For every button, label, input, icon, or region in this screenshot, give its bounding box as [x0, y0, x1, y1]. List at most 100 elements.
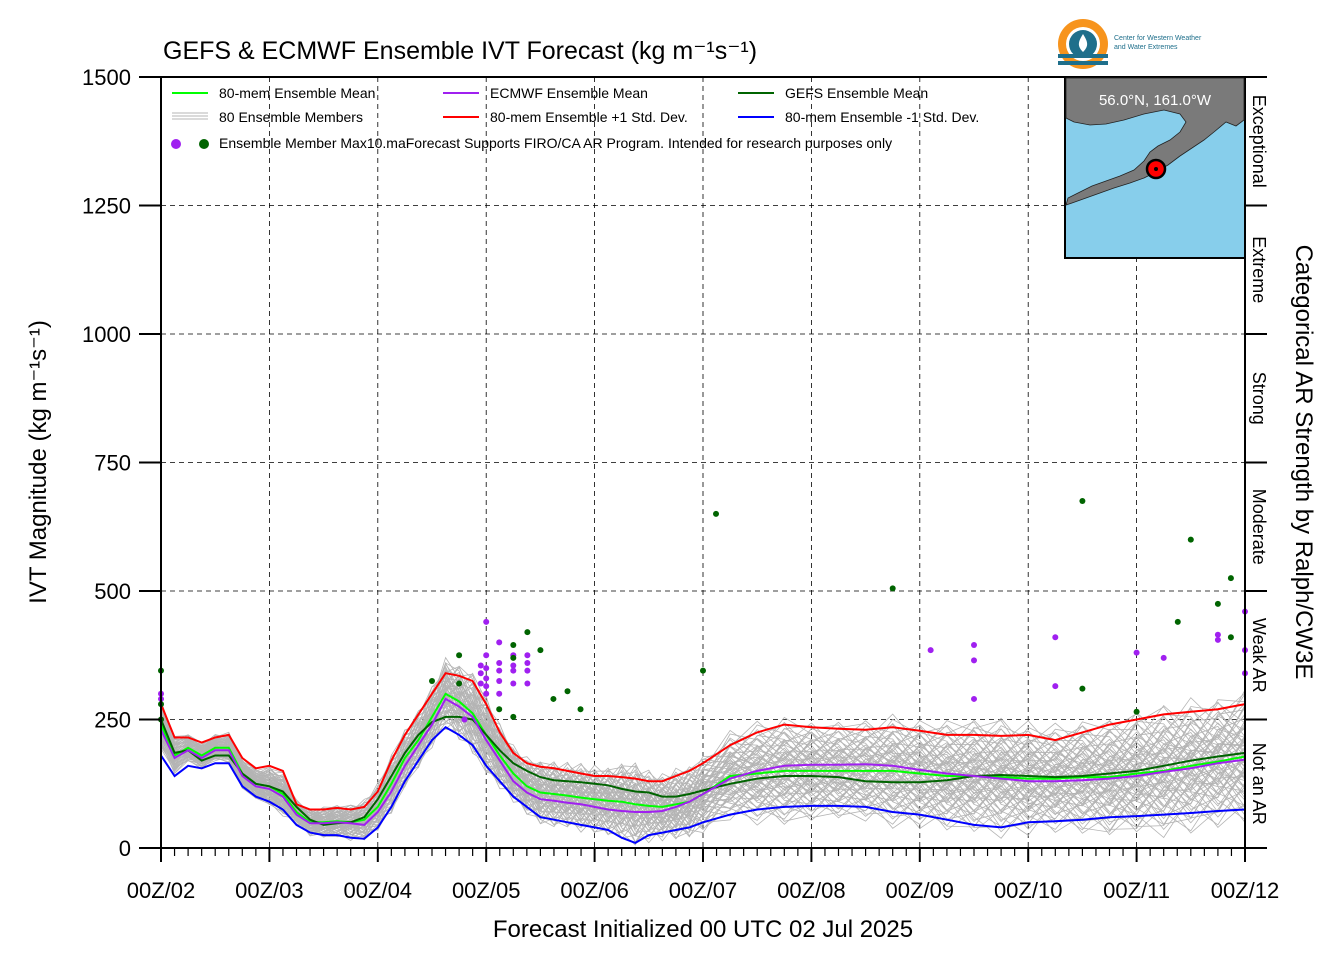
x-axis-label: Forecast Initialized 00 UTC 02 Jul 2025	[493, 916, 913, 943]
legend-label-members: 80 Ensemble Members	[219, 109, 363, 125]
gefs-max-point	[713, 510, 720, 517]
y-tick-label: 250	[94, 708, 131, 733]
y-tick-label: 1000	[82, 322, 131, 347]
ecmwf-max-point	[510, 680, 517, 687]
gefs-max-point	[456, 652, 463, 659]
cw3e-logo: Center for Western Weather and Water Ext…	[1058, 19, 1202, 69]
category-label: Extreme	[1249, 236, 1269, 303]
ecmwf-max-point	[477, 662, 484, 669]
y-tick-label: 1500	[82, 65, 131, 90]
series-line-minus_std	[160, 725, 1246, 845]
ecmwf-max-point	[483, 618, 490, 625]
ecmwf-max-point	[483, 675, 490, 682]
ecmwf-max-point	[971, 657, 977, 664]
ecmwf-max-point	[1052, 634, 1059, 641]
x-tick-label: 00Z/10	[994, 878, 1063, 903]
x-tick-label: 00Z/07	[669, 878, 738, 903]
gefs-max-point	[537, 647, 544, 654]
ecmwf-max-point	[483, 652, 490, 659]
inset-map-land	[1065, 77, 1245, 206]
legend-swatch-ecmwf-max	[171, 139, 181, 149]
legend-label-minus-std: 80-mem Ensemble -1 Std. Dev.	[785, 109, 979, 125]
x-tick-label: 00Z/06	[560, 878, 629, 903]
x-tick-label: 00Z/09	[886, 878, 955, 903]
ecmwf-max-point	[483, 690, 490, 697]
ecmwf-max-point	[524, 667, 531, 674]
gefs-max-point	[564, 688, 571, 695]
legend-label-plus-std: 80-mem Ensemble +1 Std. Dev.	[490, 109, 688, 125]
y-tick-label: 0	[119, 836, 131, 861]
logo-text-line-1: Center for Western Weather	[1114, 35, 1202, 42]
gefs-max-point	[1227, 634, 1234, 641]
ecmwf-max-point	[477, 680, 484, 687]
ensemble-member-line	[160, 662, 1246, 819]
gefs-max-point	[1214, 600, 1221, 607]
ecmwf-max-point	[496, 677, 503, 684]
x-tick-label: 00Z/03	[235, 878, 304, 903]
ecmwf-max-point	[496, 690, 503, 697]
legend-label-max: Ensemble Member Max10.maForecast Support…	[219, 135, 892, 151]
category-label: Exceptional	[1249, 95, 1269, 188]
gefs-max-point	[1187, 536, 1194, 543]
legend-label-max-text: Ensemble Member Max	[219, 135, 367, 151]
ecmwf-max-point	[510, 662, 517, 669]
x-tick-label: 00Z/08	[777, 878, 846, 903]
ensemble-member-line	[160, 673, 1246, 818]
gefs-max-point	[1174, 618, 1181, 625]
y-tick-label: 1250	[82, 194, 131, 219]
logo-water-drop-icon	[1078, 34, 1088, 52]
x-tick-label: 00Z/11	[1103, 878, 1170, 903]
ecmwf-max-point	[496, 667, 503, 674]
ecmwf-max-point	[524, 659, 531, 666]
location-marker-center	[1154, 167, 1158, 171]
gefs-max-point	[700, 667, 706, 674]
gefs-max-point	[1079, 498, 1086, 505]
legend: 80-mem Ensemble Mean ECMWF Ensemble Mean…	[171, 85, 979, 151]
gefs-max-point	[1079, 685, 1086, 692]
gefs-max-point	[429, 677, 435, 684]
ecmwf-max-point	[483, 665, 490, 672]
y-axis-label: IVT Magnitude (kg m⁻¹s⁻¹)	[25, 320, 52, 604]
legend-swatch-members	[172, 112, 208, 120]
ecmwf-max-point	[1052, 683, 1059, 690]
gefs-max-point	[524, 629, 531, 636]
ecmwf-max-point	[927, 647, 934, 654]
gefs-max-point	[456, 680, 463, 687]
ecmwf-max-point	[1160, 654, 1167, 661]
legend-swatch-gefs-max	[199, 139, 209, 149]
ecmwf-max-point	[483, 683, 490, 690]
gefs-max-point	[577, 706, 584, 713]
series-line-ecmwf_mean	[160, 697, 1246, 826]
ensemble-series-lines	[160, 672, 1246, 845]
gefs-max-point	[1227, 575, 1234, 582]
category-label: Strong	[1249, 372, 1269, 425]
member-max-points	[158, 498, 1248, 723]
x-tick-label: 00Z/05	[452, 878, 521, 903]
category-label: Not an AR	[1249, 743, 1269, 825]
gefs-max-point	[550, 695, 557, 702]
gefs-max-point	[510, 654, 517, 661]
inset-map-location: 56.0°N, 161.0°W	[1099, 92, 1212, 109]
ecmwf-max-point	[496, 639, 503, 646]
ecmwf-max-point	[1214, 636, 1221, 643]
gefs-max-point	[510, 713, 517, 720]
gefs-max-point	[510, 641, 517, 648]
category-label: Weak AR	[1249, 618, 1269, 693]
logo-text-line-2: and Water Extremes	[1114, 44, 1178, 51]
ensemble-member-line	[160, 656, 1246, 818]
y-tick-label: 500	[94, 579, 131, 604]
ecmwf-max-point	[971, 641, 977, 648]
legend-label-gefs-mean: GEFS Ensemble Mean	[785, 85, 928, 101]
right-axis-label: Categorical AR Strength by Ralph/CW3E	[1290, 245, 1317, 680]
gefs-max-point	[496, 706, 503, 713]
gefs-max-point	[889, 585, 896, 592]
ecmwf-max-point	[524, 680, 531, 687]
ecmwf-max-point	[524, 652, 531, 659]
y-tick-label: 750	[94, 451, 131, 476]
logo-wave-2	[1058, 61, 1108, 65]
ecmwf-max-point	[461, 716, 468, 723]
logo-wave-1	[1058, 54, 1108, 58]
ecmwf-max-point	[1133, 649, 1140, 656]
legend-label-mean80: 80-mem Ensemble Mean	[219, 85, 375, 101]
